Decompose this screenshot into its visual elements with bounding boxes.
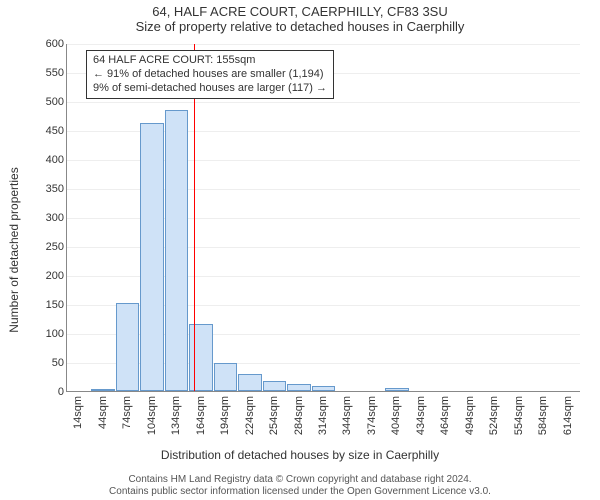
histogram-bar: [312, 386, 335, 391]
y-axis-label: Number of detached properties: [7, 167, 21, 332]
y-tick-label: 50: [34, 357, 64, 369]
chart-title-sub: Size of property relative to detached ho…: [0, 19, 600, 38]
x-tick-label: 134sqm: [170, 396, 182, 435]
histogram-bar: [385, 388, 408, 391]
x-tick-label: 554sqm: [513, 396, 525, 435]
histogram-bar: [165, 110, 188, 391]
x-tick-label: 104sqm: [146, 396, 158, 435]
y-tick-label: 0: [34, 386, 64, 398]
y-tick-label: 550: [34, 67, 64, 79]
gridline: [67, 44, 580, 45]
y-tick-label: 200: [34, 270, 64, 282]
x-tick-label: 404sqm: [390, 396, 402, 435]
y-tick-label: 150: [34, 299, 64, 311]
y-tick-label: 450: [34, 125, 64, 137]
x-tick-label: 614sqm: [562, 396, 574, 435]
x-tick-label: 254sqm: [268, 396, 280, 435]
x-tick-label: 344sqm: [341, 396, 353, 435]
annotation-line1: 64 HALF ACRE COURT: 155sqm: [93, 54, 327, 68]
y-tick-label: 500: [34, 96, 64, 108]
x-tick-label: 524sqm: [488, 396, 500, 435]
y-tick-label: 100: [34, 328, 64, 340]
annotation-box: 64 HALF ACRE COURT: 155sqm ← 91% of deta…: [86, 50, 334, 99]
histogram-bar: [287, 384, 310, 391]
y-tick-label: 300: [34, 212, 64, 224]
x-tick-label: 494sqm: [464, 396, 476, 435]
annotation-line2: ← 91% of detached houses are smaller (1,…: [93, 68, 327, 82]
footer-text: Contains HM Land Registry data © Crown c…: [0, 474, 600, 498]
footer-line2: Contains public sector information licen…: [0, 486, 600, 498]
x-tick-label: 374sqm: [366, 396, 378, 435]
histogram-bar: [214, 363, 237, 391]
x-tick-label: 194sqm: [219, 396, 231, 435]
chart-title-main: 64, HALF ACRE COURT, CAERPHILLY, CF83 3S…: [0, 0, 600, 19]
x-tick-label: 164sqm: [195, 396, 207, 435]
y-tick-label: 600: [34, 38, 64, 50]
y-tick-label: 400: [34, 154, 64, 166]
x-tick-label: 224sqm: [244, 396, 256, 435]
y-tick-label: 350: [34, 183, 64, 195]
gridline: [67, 102, 580, 103]
histogram-bar: [91, 389, 114, 391]
x-tick-label: 584sqm: [537, 396, 549, 435]
histogram-bar: [140, 123, 163, 391]
chart-container: 64 HALF ACRE COURT: 155sqm ← 91% of deta…: [44, 44, 584, 424]
histogram-bar: [238, 374, 261, 391]
x-tick-label: 464sqm: [439, 396, 451, 435]
x-tick-label: 434sqm: [415, 396, 427, 435]
histogram-bar: [189, 324, 212, 391]
histogram-bar: [263, 381, 286, 391]
y-tick-label: 250: [34, 241, 64, 253]
x-tick-label: 74sqm: [121, 396, 133, 429]
x-axis-label: Distribution of detached houses by size …: [0, 448, 600, 462]
x-tick-label: 284sqm: [293, 396, 305, 435]
footer-line1: Contains HM Land Registry data © Crown c…: [0, 474, 600, 486]
x-tick-label: 44sqm: [97, 396, 109, 429]
x-tick-label: 14sqm: [72, 396, 84, 429]
x-tick-label: 314sqm: [317, 396, 329, 435]
histogram-bar: [116, 303, 139, 391]
annotation-line3: 9% of semi-detached houses are larger (1…: [93, 82, 327, 96]
